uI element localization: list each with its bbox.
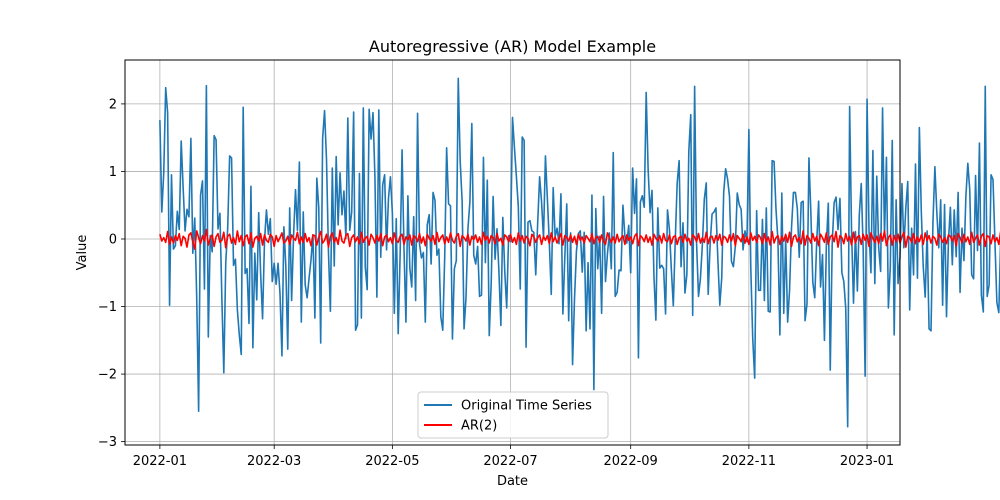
y-tick-label: 1 bbox=[109, 165, 117, 180]
y-tick-label: −3 bbox=[98, 435, 117, 450]
legend-box bbox=[417, 391, 609, 439]
chart-title: Autoregressive (AR) Model Example bbox=[369, 37, 656, 56]
x-tick-label: 2022-03 bbox=[247, 454, 301, 469]
x-tick-label: 2022-09 bbox=[604, 454, 658, 469]
series-line-ar2 bbox=[159, 228, 1000, 250]
y-tick-label: 2 bbox=[109, 97, 117, 112]
y-axis-label: Value bbox=[75, 235, 90, 271]
x-axis-ticks: 2022-01 2022-03 2022-05 2022-07 2022-09 2022-… bbox=[133, 445, 894, 469]
y-axis-ticks: −3 −2 −1 0 1 2 bbox=[98, 97, 125, 450]
y-tick-label: −1 bbox=[98, 300, 117, 315]
x-axis-label: Date bbox=[497, 474, 528, 489]
y-tick-label: 0 bbox=[109, 232, 117, 247]
legend-label-original: Original Time Series bbox=[461, 399, 592, 414]
x-tick-label: 2022-05 bbox=[365, 454, 419, 469]
legend-label-ar2: AR(2) bbox=[461, 419, 497, 434]
legend: Original Time Series AR(2) bbox=[417, 391, 609, 439]
x-tick-label: 2022-01 bbox=[133, 454, 187, 469]
x-tick-label: 2023-01 bbox=[840, 454, 894, 469]
y-tick-label: −2 bbox=[98, 368, 117, 383]
x-tick-label: 2022-07 bbox=[483, 454, 537, 469]
x-tick-label: 2022-11 bbox=[722, 454, 776, 469]
series-layer bbox=[159, 77, 1000, 428]
plot-frame bbox=[124, 59, 901, 446]
